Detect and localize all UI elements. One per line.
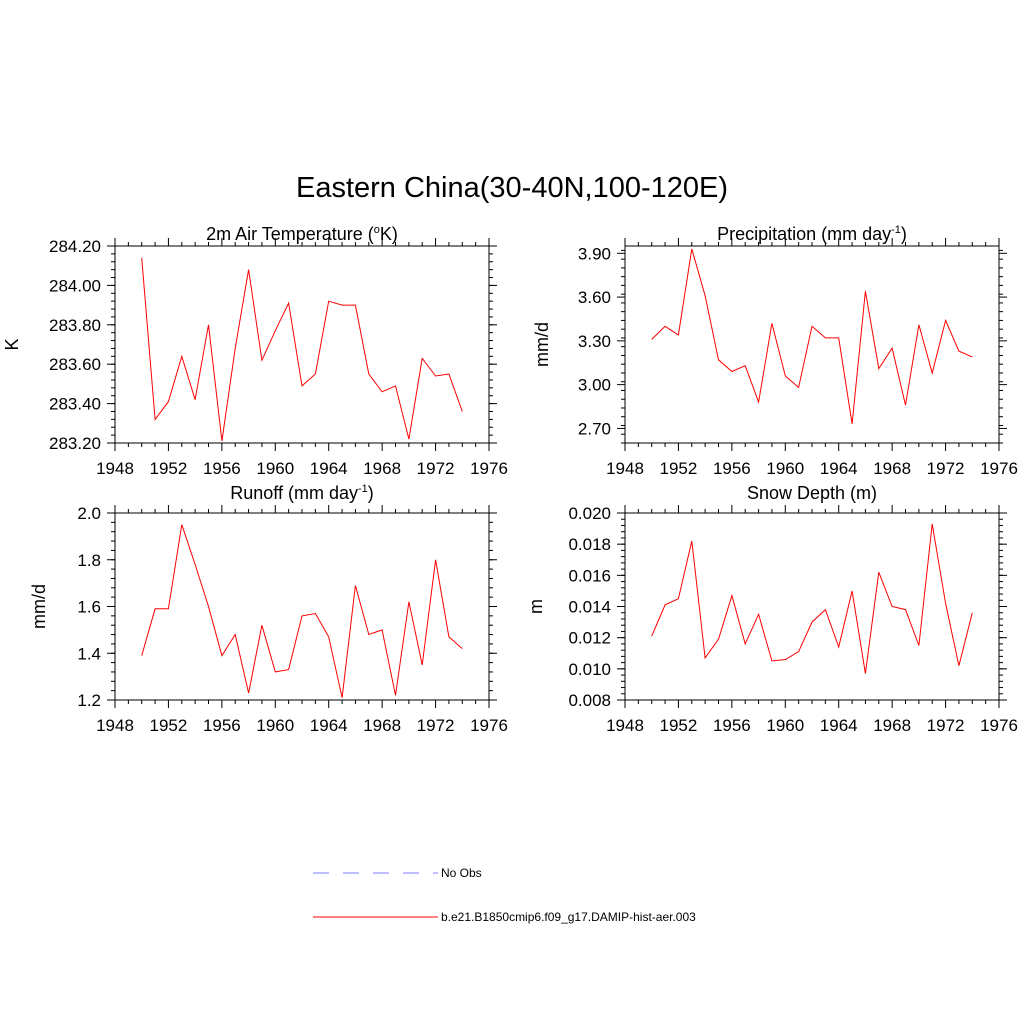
x-tick-label: 1948 xyxy=(606,459,644,478)
x-tick-label: 1960 xyxy=(256,716,294,735)
x-tick-label: 1948 xyxy=(96,459,134,478)
plot-frame xyxy=(114,245,490,444)
chart-main-title: Eastern China(30-40N,100-120E) xyxy=(295,172,729,204)
panel-title-text: Runoff (mm day xyxy=(230,483,358,503)
panel-title-precipitation: Precipitation (mm day-1) xyxy=(625,224,999,245)
panel-title-runoff: Runoff (mm day-1) xyxy=(115,483,489,504)
series-line xyxy=(651,523,973,674)
x-tick-label: 1976 xyxy=(470,716,508,735)
plot-frame xyxy=(624,512,1000,701)
legend-label-model: b.e21.B1850cmip6.f09_g17.DAMIP-hist-aer.… xyxy=(441,910,696,924)
y-axis-label: m xyxy=(526,599,546,614)
y-tick-label: 283.60 xyxy=(49,355,101,374)
y-tick-label: 284.20 xyxy=(49,237,101,256)
panel-title-superscript: -1 xyxy=(357,483,368,495)
panel-title-tail: ) xyxy=(367,483,374,503)
y-tick-label: 283.40 xyxy=(49,395,101,414)
y-tick-label: 3.60 xyxy=(578,288,611,307)
panel-1: 1948 1952 1956 1960 1964 1968 1972 1976 2.70 3.00… xyxy=(532,238,1018,478)
panel-title-superscript: o xyxy=(373,224,380,236)
y-axis-label: K xyxy=(2,338,22,350)
plot-frame xyxy=(114,512,490,701)
y-tick-label: 3.30 xyxy=(578,332,611,351)
x-tick-label: 1960 xyxy=(256,459,294,478)
y-tick-label: 2.0 xyxy=(77,504,101,523)
panel-title-superscript: -1 xyxy=(891,224,901,236)
y-tick-label: 0.008 xyxy=(568,691,611,710)
panel-title-tail: ) xyxy=(900,224,907,244)
y-tick-label: 283.20 xyxy=(49,434,101,453)
x-tick-label: 1956 xyxy=(713,459,751,478)
x-tick-label: 1968 xyxy=(873,459,911,478)
y-tick-label: 1.2 xyxy=(77,691,101,710)
x-tick-label: 1948 xyxy=(606,716,644,735)
y-tick-label: 0.014 xyxy=(568,598,611,617)
y-tick-label: 1.4 xyxy=(77,644,101,663)
y-tick-label: 1.8 xyxy=(77,551,101,570)
y-tick-label: 2.70 xyxy=(578,419,611,438)
x-tick-label: 1976 xyxy=(980,459,1018,478)
y-axis-label: mm/d xyxy=(532,322,552,367)
panel-title-tail: K) xyxy=(379,224,398,244)
series-line xyxy=(141,257,463,442)
y-tick-label: 1.6 xyxy=(77,598,101,617)
panel-title-temperature: 2m Air Temperature (oK) xyxy=(115,224,489,245)
y-tick-label: 3.90 xyxy=(578,244,611,263)
x-tick-label: 1968 xyxy=(363,716,401,735)
x-tick-label: 1956 xyxy=(203,716,241,735)
x-tick-label: 1964 xyxy=(310,459,348,478)
series-line xyxy=(141,524,463,698)
x-tick-label: 1968 xyxy=(873,716,911,735)
x-tick-label: 1972 xyxy=(417,459,455,478)
y-tick-label: 0.010 xyxy=(568,660,611,679)
x-tick-label: 1960 xyxy=(766,459,804,478)
x-tick-label: 1976 xyxy=(470,459,508,478)
panel-3: 1948 1952 1956 1960 1964 1968 1972 1976 0.008 0.0… xyxy=(526,504,1018,735)
x-tick-label: 1976 xyxy=(980,716,1018,735)
x-tick-label: 1956 xyxy=(713,716,751,735)
x-tick-label: 1972 xyxy=(927,459,965,478)
panel-title-text: Snow Depth (m) xyxy=(746,483,878,503)
y-tick-label: 3.00 xyxy=(578,376,611,395)
x-tick-label: 1972 xyxy=(417,716,455,735)
panel-title-snow-depth: Snow Depth (m) xyxy=(625,483,999,504)
x-tick-label: 1952 xyxy=(150,716,188,735)
panel-2: 1948 1952 1956 1960 1964 1968 1972 1976 1.2 1.4 1.… xyxy=(29,504,508,735)
y-tick-label: 283.80 xyxy=(49,316,101,335)
x-tick-label: 1952 xyxy=(150,459,188,478)
y-axis-label: mm/d xyxy=(29,584,49,629)
plot-frame xyxy=(624,245,1000,444)
x-tick-label: 1952 xyxy=(660,459,698,478)
panel-0: 1948 1952 1956 1960 1964 1968 1972 1976 283.20 28… xyxy=(2,237,508,478)
x-tick-label: 1968 xyxy=(363,459,401,478)
panel-title-text: 2m Air Temperature ( xyxy=(206,224,374,244)
y-tick-label: 0.012 xyxy=(568,629,611,648)
y-tick-label: 0.018 xyxy=(568,535,611,554)
legend-label-no-obs: No Obs xyxy=(441,866,482,880)
x-tick-label: 1952 xyxy=(660,716,698,735)
series-line xyxy=(651,248,973,425)
x-tick-label: 1972 xyxy=(927,716,965,735)
x-tick-label: 1964 xyxy=(310,716,348,735)
y-tick-label: 284.00 xyxy=(49,276,101,295)
x-tick-label: 1956 xyxy=(203,459,241,478)
y-tick-label: 0.020 xyxy=(568,504,611,523)
x-tick-label: 1960 xyxy=(766,716,804,735)
y-tick-label: 0.016 xyxy=(568,566,611,585)
x-tick-label: 1964 xyxy=(820,459,858,478)
x-tick-label: 1948 xyxy=(96,716,134,735)
x-tick-label: 1964 xyxy=(820,716,858,735)
panel-title-text: Precipitation (mm day xyxy=(717,224,892,244)
